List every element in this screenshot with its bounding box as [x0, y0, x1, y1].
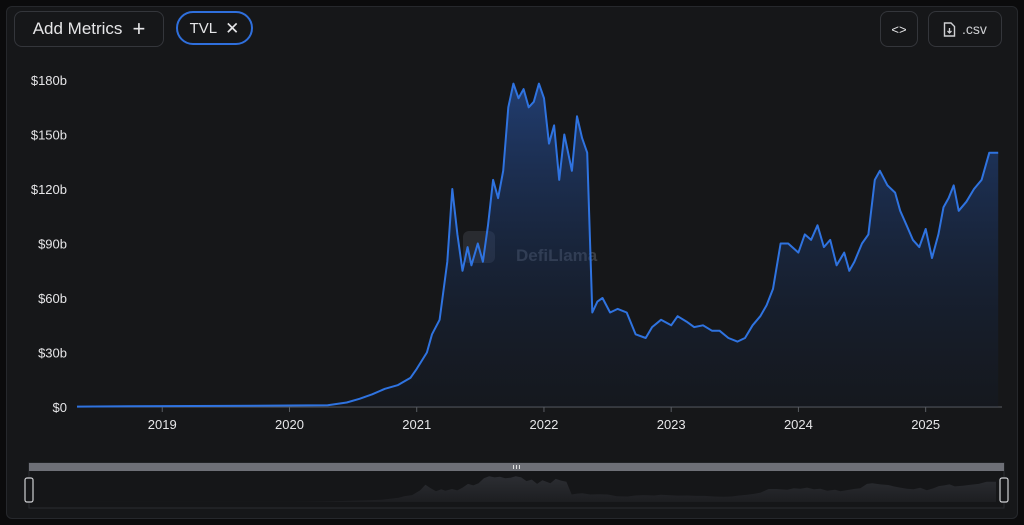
plus-icon: + — [132, 16, 146, 41]
metric-chip-tvl[interactable]: TVL ✕ — [176, 11, 253, 45]
add-metrics-button[interactable]: Add Metrics + — [14, 11, 164, 47]
code-icon: <> — [891, 21, 907, 37]
csv-label: .csv — [962, 21, 987, 37]
csv-download-button[interactable]: .csv — [928, 11, 1002, 47]
chart-panel — [6, 6, 1018, 519]
file-download-icon — [943, 21, 956, 37]
add-metrics-label: Add Metrics — [32, 19, 123, 38]
close-icon[interactable]: ✕ — [225, 18, 240, 38]
embed-button[interactable]: <> — [880, 11, 918, 47]
metric-chip-label: TVL — [189, 19, 218, 37]
